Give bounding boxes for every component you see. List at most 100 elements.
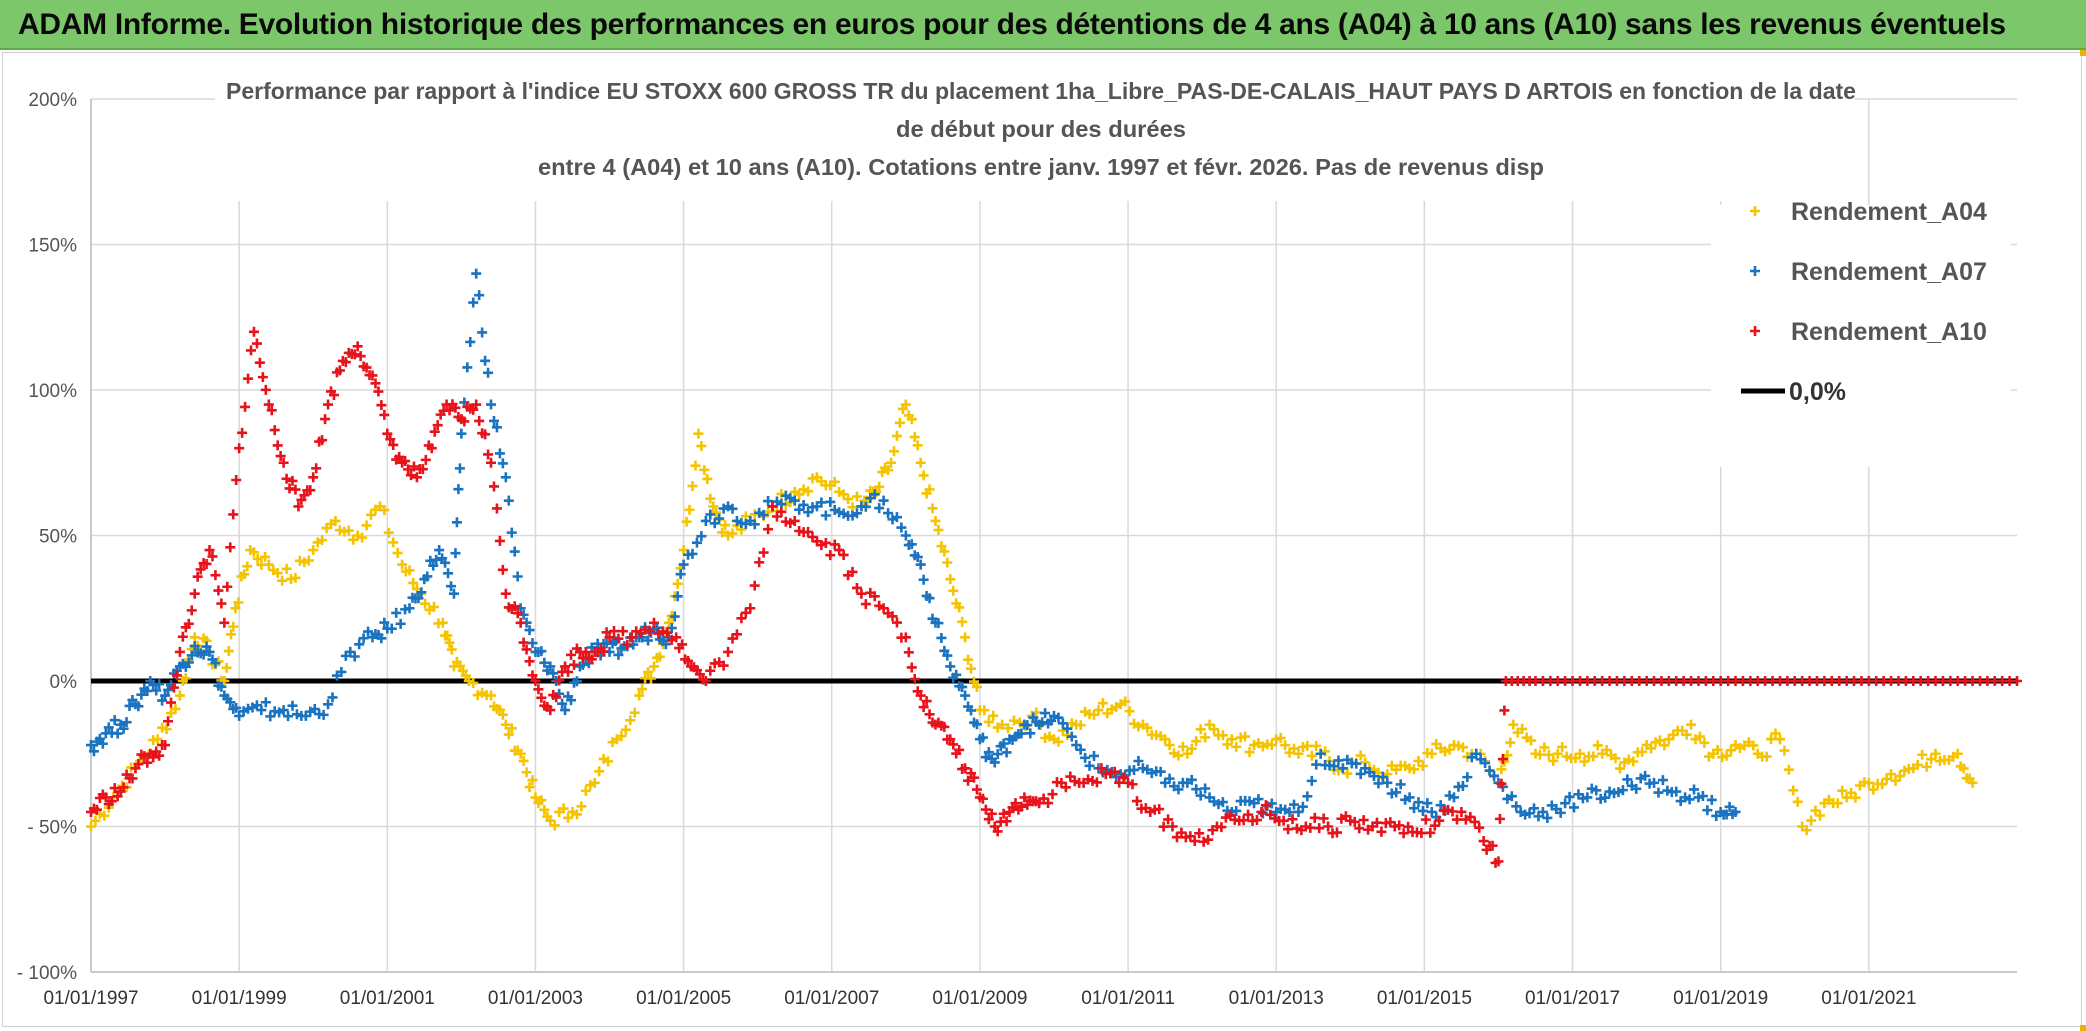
point-rendement-a04 [263,559,274,570]
legend-label: Rendement_A04 [1791,198,1987,226]
point-rendement-a07 [1413,797,1424,808]
point-rendement-a04 [1417,760,1428,771]
point-rendement-a04 [497,709,508,720]
point-rendement-a07 [1395,779,1406,790]
point-rendement-a07 [497,458,508,469]
point-rendement-a04 [643,667,654,678]
point-rendement-a07 [260,697,271,708]
point-rendement-a04 [1053,736,1064,747]
point-rendement-a04 [260,551,271,562]
point-rendement-a10 [109,783,120,794]
point-rendement-a04 [442,630,453,641]
point-rendement-a04 [1958,763,1969,774]
point-rendement-a10 [1189,836,1200,847]
point-rendement-a07 [454,463,465,474]
point-rendement-a07 [440,557,451,568]
banner-title: ADAM Informe. Evolution historique des p… [18,8,2006,41]
point-rendement-a07 [1591,785,1602,796]
point-rendement-a10 [243,373,254,384]
point-rendement-a10 [1429,820,1440,831]
point-rendement-a04 [829,476,840,487]
point-rendement-a04 [357,532,368,543]
point-rendement-a10 [379,409,390,420]
point-rendement-a10 [518,637,529,648]
point-rendement-a10 [1331,827,1342,838]
point-rendement-a10 [960,763,971,774]
point-rendement-a07 [1173,784,1184,795]
y-tick-label: 50% [39,527,77,548]
point-rendement-a10 [948,739,959,750]
point-rendement-a07 [404,603,415,614]
point-rendement-a07 [448,588,459,599]
point-rendement-a04 [1801,825,1812,836]
point-rendement-a10 [352,341,363,352]
point-rendement-a04 [86,821,96,832]
legend-box [1711,205,2011,467]
point-rendement-a10 [789,515,800,526]
point-rendement-a10 [851,582,862,593]
point-rendement-a10 [204,545,215,556]
point-rendement-a04 [971,681,982,692]
point-rendement-a04 [1186,743,1197,754]
point-rendement-a07 [1373,778,1384,789]
point-rendement-a10 [551,692,562,703]
point-rendement-a04 [1275,733,1286,744]
point-rendement-a10 [1478,836,1489,847]
point-rendement-a04 [518,755,529,766]
point-rendement-a10 [234,443,245,454]
point-rendement-a04 [281,563,292,574]
point-rendement-a07 [1355,768,1366,779]
point-rendement-a04 [1930,748,1941,759]
point-rendement-a10 [1096,763,1107,774]
point-rendement-a10 [939,721,950,732]
point-rendement-a07 [557,698,568,709]
point-rendement-a10 [100,792,111,803]
point-rendement-a04 [1552,748,1563,759]
point-rendement-a04 [1637,746,1648,757]
point-rendement-a04 [1628,756,1639,767]
point-rendement-a07 [121,717,132,728]
point-rendement-a07 [1022,720,1033,731]
point-rendement-a07 [309,704,320,715]
point-rendement-a07 [1186,774,1197,785]
point-rendement-a10 [648,617,659,628]
point-rendement-a07 [951,669,962,680]
point-rendement-a04 [883,465,894,476]
point-rendement-a10 [1216,822,1227,833]
point-rendement-a04 [503,729,514,740]
point-rendement-a07 [714,513,725,524]
point-rendement-a07 [1129,764,1139,775]
point-rendement-a04 [1173,750,1184,761]
point-rendement-a04 [1601,745,1612,756]
point-rendement-a04 [803,486,814,497]
point-rendement-a10 [626,632,637,643]
point-rendement-a10 [1403,821,1414,832]
point-rendement-a07 [1537,806,1548,817]
point-rendement-a10 [225,542,236,553]
legend-marker-rendement-a07 [1750,266,1760,276]
point-rendement-a04 [915,457,926,468]
point-rendement-a10 [586,654,597,665]
corner-marker [2080,50,2086,56]
point-rendement-a04 [1592,740,1603,751]
point-rendement-a07 [1511,801,1522,812]
point-rendement-a04 [663,617,674,628]
point-rendement-a04 [957,616,968,627]
point-rendement-a04 [290,572,301,583]
point-rendement-a07 [1640,770,1651,781]
point-rendement-a04 [711,507,722,518]
point-rendement-a10 [248,326,259,337]
title-background [215,59,1855,201]
point-rendement-a07 [1231,805,1242,816]
point-rendement-a04 [847,502,858,513]
point-rendement-a04 [1806,815,1817,826]
point-rendement-a10 [856,588,867,599]
point-rendement-a10 [133,759,144,770]
x-tick-label: 01/01/2013 [1229,988,1324,1009]
point-rendement-a10 [394,451,405,462]
point-rendement-a10 [1494,813,1505,824]
point-rendement-a10 [1416,828,1427,839]
point-rendement-a04 [580,785,591,796]
point-rendement-a07 [112,728,123,739]
point-rendement-a04 [1075,720,1086,731]
